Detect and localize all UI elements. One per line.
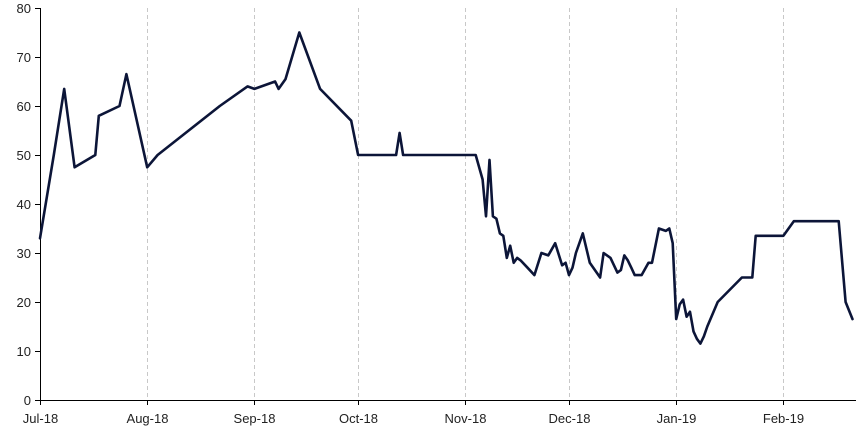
y-tick-label: 30 bbox=[17, 246, 31, 261]
y-tick-label: 60 bbox=[17, 99, 31, 114]
x-tick-label: Aug-18 bbox=[127, 411, 169, 426]
grid-lines bbox=[147, 8, 784, 400]
axes bbox=[35, 8, 856, 405]
x-tick-label: Jul-18 bbox=[23, 411, 58, 426]
x-tick-label: Jan-19 bbox=[657, 411, 697, 426]
y-tick-label: 10 bbox=[17, 344, 31, 359]
y-tick-label: 40 bbox=[17, 197, 31, 212]
x-tick-label: Dec-18 bbox=[549, 411, 591, 426]
x-tick-label: Feb-19 bbox=[763, 411, 804, 426]
x-tick-label: Oct-18 bbox=[339, 411, 378, 426]
series-layer bbox=[38, 31, 854, 345]
y-tick-label: 70 bbox=[17, 50, 31, 65]
y-tick-label: 50 bbox=[17, 148, 31, 163]
y-tick-label: 80 bbox=[17, 1, 31, 16]
series-line bbox=[38, 31, 854, 345]
x-tick-label: Nov-18 bbox=[445, 411, 487, 426]
tick-labels: Jul-18 Aug-18 Sep-18 Oct-18 Nov-18 Dec-18 Jan-… bbox=[17, 1, 805, 426]
x-tick-label: Sep-18 bbox=[234, 411, 276, 426]
y-tick-label: 20 bbox=[17, 295, 31, 310]
y-tick-label: 0 bbox=[24, 393, 31, 408]
